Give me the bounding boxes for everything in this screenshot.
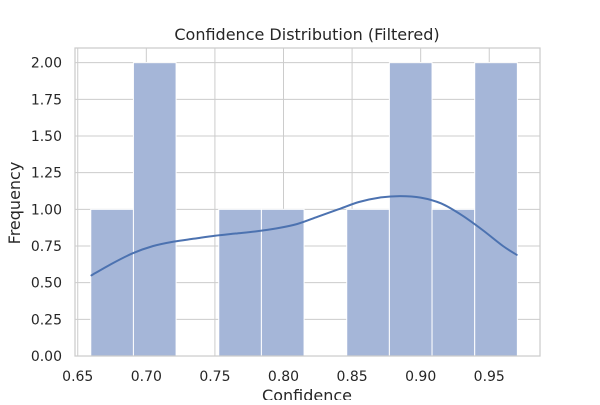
histogram-bar — [260, 208, 305, 357]
y-tick-label: 1.50 — [31, 129, 62, 145]
x-tick-label: 0.95 — [474, 369, 505, 385]
y-axis-label: Frequency — [5, 162, 24, 245]
x-tick-label: 0.85 — [336, 369, 367, 385]
x-tick-label: 0.70 — [131, 369, 162, 385]
x-tick-label: 0.90 — [405, 369, 436, 385]
y-tick-label: 0.50 — [31, 276, 62, 292]
x-tick-label: 0.65 — [62, 369, 93, 385]
x-axis-label: Confidence — [262, 386, 352, 400]
x-tick-label: 0.80 — [268, 369, 299, 385]
y-tick-label: 1.75 — [31, 92, 62, 108]
y-axis-ticks: 0.00 0.25 0.50 0.75 1.00 1.25 1.50 1.75 2.00 — [31, 56, 62, 365]
y-tick-label: 0.75 — [31, 239, 62, 255]
x-axis-ticks: 0.65 0.70 0.75 0.80 0.85 0.90 0.95 — [62, 369, 505, 385]
histogram-bar — [346, 208, 390, 357]
histogram-bar — [431, 208, 476, 357]
x-tick-label: 0.75 — [199, 369, 230, 385]
y-tick-label: 0.00 — [31, 349, 62, 365]
kde-line — [90, 195, 518, 277]
histogram-bar — [90, 208, 134, 357]
histogram-bar — [474, 62, 518, 357]
histogram-bar — [388, 62, 433, 357]
plot-frame — [74, 47, 541, 357]
chart-title: Confidence Distribution (Filtered) — [174, 25, 439, 44]
y-tick-label: 2.00 — [31, 56, 62, 72]
y-tick-label: 0.25 — [31, 312, 62, 328]
histogram-bars — [90, 62, 518, 357]
kde-curve — [90, 195, 518, 277]
y-tick-label: 1.25 — [31, 166, 62, 182]
histogram-bar — [132, 62, 177, 357]
y-tick-label: 1.00 — [31, 202, 62, 218]
